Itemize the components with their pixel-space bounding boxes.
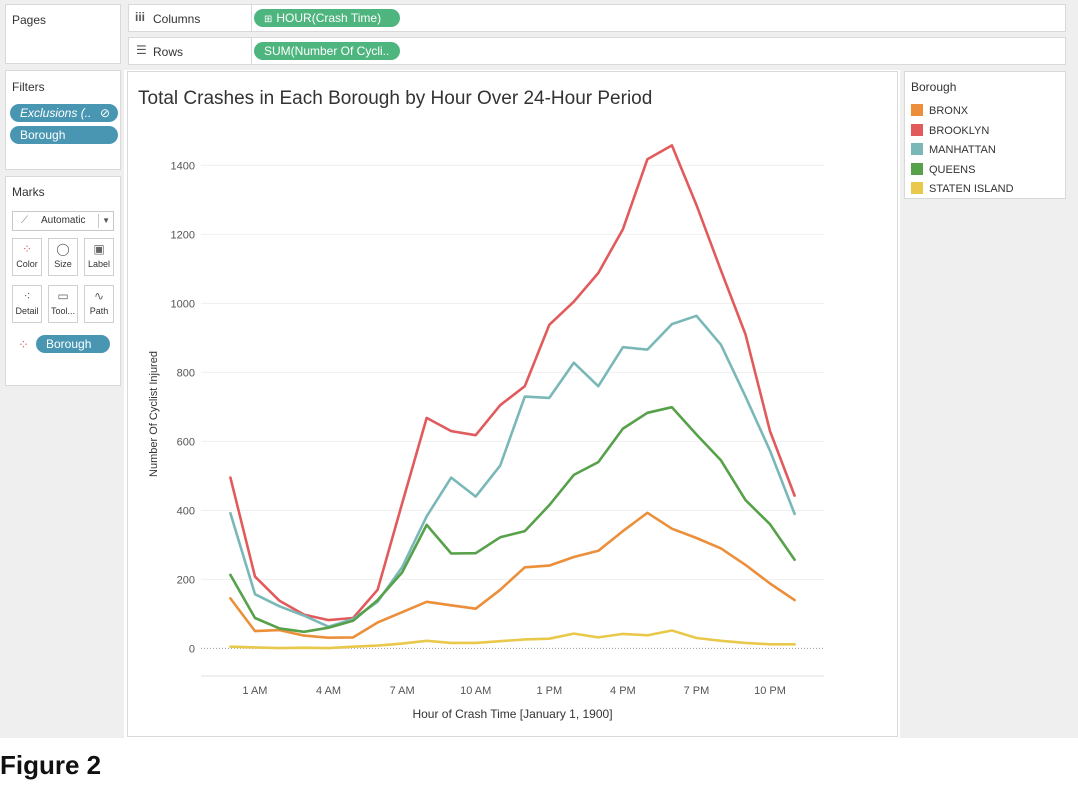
filters-card: Filters Exclusions (.. ⊘ Borough bbox=[5, 70, 121, 170]
columns-pill-label: HOUR(Crash Time) bbox=[276, 11, 382, 25]
x-tick-label: 4 AM bbox=[316, 685, 341, 697]
chevron-down-icon: ▼ bbox=[102, 216, 110, 225]
filter-pill-exclusions-label: Exclusions (.. bbox=[20, 106, 92, 120]
rows-shelf: ☰ Rows SUM(Number Of Cycli.. bbox=[128, 37, 1066, 65]
columns-icon: iii bbox=[135, 10, 146, 24]
chart-panel: Total Crashes in Each Borough by Hour Ov… bbox=[127, 71, 898, 737]
borough-legend: Borough BRONX BROOKLYN MANHATTAN QUEENS STAT… bbox=[904, 71, 1066, 199]
x-tick-label: 10 PM bbox=[754, 685, 786, 697]
x-tick-label: 1 AM bbox=[242, 685, 267, 697]
chart-title: Total Crashes in Each Borough by Hour Ov… bbox=[138, 88, 652, 109]
link-icon: ⊘ bbox=[99, 106, 110, 120]
marks-tooltip-button[interactable]: ▭ Tool... bbox=[48, 285, 78, 323]
series-line-bronx bbox=[229, 511, 796, 640]
y-tick-label: 800 bbox=[177, 367, 195, 379]
pages-card: Pages bbox=[5, 4, 121, 64]
marks-path-button[interactable]: ∿ Path bbox=[84, 285, 114, 323]
legend-item-staten-island[interactable]: STATEN ISLAND bbox=[911, 182, 1014, 196]
filter-pill-exclusions[interactable]: Exclusions (.. ⊘ bbox=[10, 104, 118, 122]
columns-pill[interactable]: ⊞ HOUR(Crash Time) bbox=[254, 9, 400, 27]
columns-shelf: iii Columns ⊞ HOUR(Crash Time) bbox=[128, 4, 1066, 32]
mark-type-dropdown[interactable]: ⟋ Automatic ▼ bbox=[12, 211, 114, 231]
filter-pill-borough[interactable]: Borough bbox=[10, 126, 118, 144]
legend-title: Borough bbox=[911, 80, 957, 94]
color-dots-icon: ⁘ bbox=[18, 337, 29, 352]
marks-pill-borough[interactable]: Borough bbox=[36, 335, 110, 353]
x-tick-label: 10 AM bbox=[460, 685, 491, 697]
y-tick-label: 1200 bbox=[171, 229, 195, 241]
legend-label: BRONX bbox=[929, 105, 969, 117]
marks-label-label: Label bbox=[87, 259, 111, 269]
marks-size-button[interactable]: ◯ Size bbox=[48, 238, 78, 276]
rows-label: Rows bbox=[153, 45, 184, 59]
filters-title: Filters bbox=[12, 80, 45, 94]
y-tick-label: 600 bbox=[177, 436, 195, 448]
marks-label-button[interactable]: ▣ Label bbox=[84, 238, 114, 276]
legend-swatch bbox=[911, 182, 923, 194]
columns-drop-zone[interactable]: ⊞ HOUR(Crash Time) bbox=[251, 5, 1053, 31]
marks-size-label: Size bbox=[54, 259, 72, 269]
marks-title: Marks bbox=[12, 185, 45, 199]
marks-color-button[interactable]: ⁘ Color bbox=[12, 238, 42, 276]
legend-swatch bbox=[911, 162, 923, 175]
x-tick-label: 1 PM bbox=[536, 685, 562, 697]
legend-swatch bbox=[911, 104, 923, 116]
rows-icon: ☰ bbox=[136, 43, 147, 57]
marks-detail-label: Detail bbox=[15, 306, 39, 316]
figure-caption: Figure 2 bbox=[0, 750, 102, 780]
x-tick-label: 4 PM bbox=[610, 685, 636, 697]
rows-pill[interactable]: SUM(Number Of Cycli.. bbox=[254, 42, 400, 60]
y-axis-label: Number Of Cyclist Injured bbox=[148, 351, 160, 477]
detail-icon: ⁖ bbox=[23, 289, 31, 303]
series-line-brooklyn bbox=[229, 144, 796, 622]
line-chart: Total Crashes in Each Borough by Hour Ov… bbox=[138, 88, 824, 721]
legend-item-queens[interactable]: QUEENS bbox=[911, 162, 976, 177]
x-tick-label: 7 AM bbox=[390, 685, 415, 697]
marks-detail-button[interactable]: ⁖ Detail bbox=[12, 285, 42, 323]
legend-item-manhattan[interactable]: MANHATTAN bbox=[911, 143, 996, 157]
size-icon: ◯ bbox=[56, 242, 70, 256]
y-tick-label: 200 bbox=[177, 574, 195, 586]
tooltip-icon: ▭ bbox=[57, 289, 69, 303]
pages-title: Pages bbox=[12, 13, 47, 27]
y-tick-label: 0 bbox=[189, 643, 195, 655]
expand-icon: ⊞ bbox=[264, 14, 273, 25]
y-tick-label: 400 bbox=[177, 505, 195, 517]
marks-tooltip-label: Tool... bbox=[50, 306, 75, 316]
path-icon: ∿ bbox=[93, 289, 105, 303]
y-tick-label: 1400 bbox=[171, 160, 195, 172]
legend-label: BROOKLYN bbox=[929, 124, 990, 137]
series-line-staten-island bbox=[229, 629, 796, 650]
marks-path-label: Path bbox=[89, 306, 109, 316]
x-axis-label: Hour of Crash Time [January 1, 1900] bbox=[412, 707, 612, 721]
legend-item-brooklyn[interactable]: BROOKLYN bbox=[911, 123, 990, 138]
legend-label: QUEENS bbox=[929, 163, 976, 176]
marks-card: Marks ⟋ Automatic ▼ ⁘ Color ◯ Size ▣ Lab… bbox=[5, 176, 121, 386]
dropdown-divider bbox=[98, 214, 99, 228]
legend-label: MANHATTAN bbox=[929, 144, 996, 156]
legend-item-bronx[interactable]: BRONX bbox=[911, 104, 968, 118]
label-icon: ▣ bbox=[93, 242, 105, 256]
columns-label: Columns bbox=[153, 12, 201, 26]
color-icon: ⁘ bbox=[21, 242, 33, 256]
marks-color-label: Color bbox=[16, 259, 38, 269]
legend-swatch bbox=[911, 143, 923, 155]
series-line-queens bbox=[229, 405, 796, 634]
y-tick-label: 1000 bbox=[171, 298, 195, 310]
series-line-manhattan bbox=[229, 314, 796, 629]
line-mark-icon: ⟋ bbox=[21, 215, 28, 226]
x-tick-label: 7 PM bbox=[684, 685, 710, 697]
mark-type-label: Automatic bbox=[41, 215, 86, 226]
legend-label: STATEN ISLAND bbox=[929, 183, 1014, 195]
rows-drop-zone[interactable]: SUM(Number Of Cycli.. bbox=[251, 38, 1053, 64]
legend-swatch bbox=[911, 123, 923, 136]
